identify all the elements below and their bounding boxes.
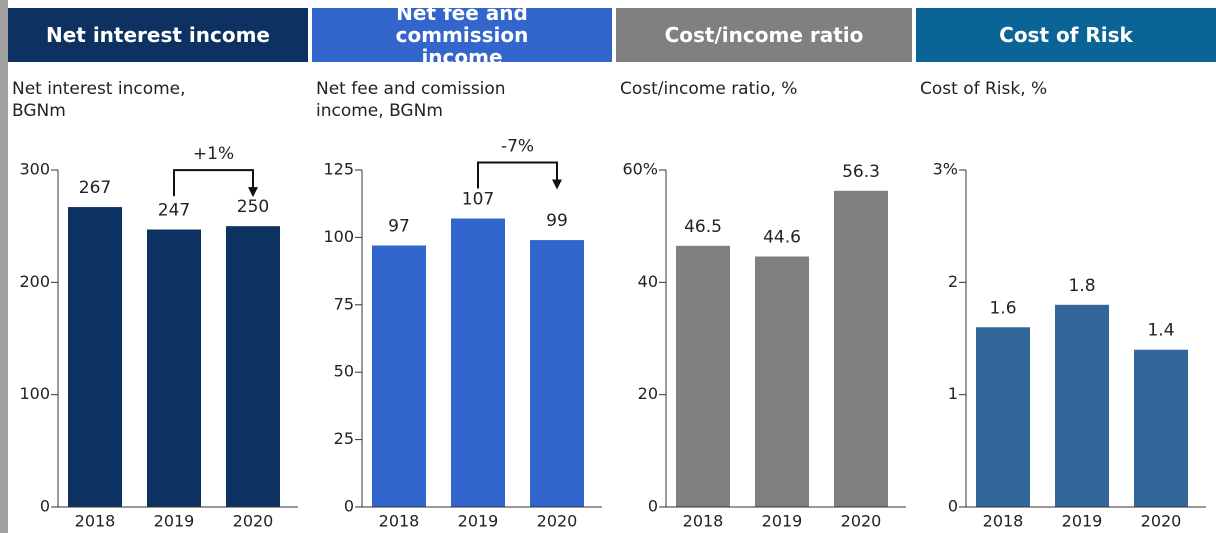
y-tick-label: 100 (323, 227, 354, 246)
y-tick-label: 1 (948, 384, 958, 403)
annotation-arrow (552, 179, 562, 190)
panel-header: Cost of Risk (916, 8, 1216, 62)
bar (451, 218, 505, 507)
x-tick-label: 2019 (762, 512, 803, 531)
y-tick-label: 300 (19, 160, 50, 179)
value-label: 56.3 (842, 162, 880, 182)
bar (68, 207, 122, 507)
annotation: +1% (193, 144, 234, 164)
value-label: 247 (158, 201, 190, 221)
bar (530, 240, 584, 507)
panel-subtitle: Net fee and comission income, BGNm (316, 79, 506, 121)
panel-header: Net interest income (8, 8, 308, 62)
panel-subtitle: Cost/income ratio, % (620, 79, 798, 99)
y-tick-label: 100 (19, 384, 50, 403)
x-tick-label: 2019 (154, 512, 195, 531)
annotation: -7% (501, 137, 534, 157)
x-tick-label: 2020 (537, 512, 578, 531)
x-tick-label: 2018 (379, 512, 420, 531)
y-tick-label: 40 (638, 272, 658, 291)
y-tick-label: 25 (334, 429, 354, 448)
y-tick-label: 50 (334, 362, 354, 381)
value-label: 97 (388, 216, 410, 236)
side-strip (0, 0, 8, 533)
bar (147, 229, 201, 507)
y-tick-label: 125 (323, 160, 354, 179)
annotation-bracket (477, 161, 558, 189)
y-tick-label: 75 (334, 294, 354, 313)
y-tick-label: 0 (40, 497, 50, 516)
y-tick-label: 3% (933, 160, 958, 179)
x-tick-label: 2019 (1062, 512, 1103, 531)
bar (976, 327, 1030, 507)
y-tick-label: 0 (648, 497, 658, 516)
bar (226, 226, 280, 507)
y-tick-label: 60% (622, 160, 658, 179)
x-tick-label: 2020 (1141, 512, 1182, 531)
value-label: 99 (546, 211, 568, 231)
value-label: 44.6 (763, 227, 801, 247)
x-tick-label: 2018 (683, 512, 724, 531)
bar (1055, 304, 1109, 507)
value-label: 1.6 (989, 298, 1016, 318)
x-tick-label: 2020 (233, 512, 274, 531)
annotation-bracket (173, 169, 254, 197)
x-tick-label: 2020 (841, 512, 882, 531)
value-label: 1.8 (1068, 276, 1095, 296)
value-label: 1.4 (1147, 321, 1174, 341)
panel-subtitle: Net interest income, BGNm (12, 79, 186, 121)
value-label: 267 (79, 178, 111, 198)
y-tick-label: 200 (19, 272, 50, 291)
bar (372, 245, 426, 507)
y-tick-label: 0 (344, 497, 354, 516)
y-tick-label: 20 (638, 384, 658, 403)
annotation-arrow (248, 187, 258, 198)
value-label: 107 (462, 190, 494, 210)
bar (755, 256, 809, 507)
y-tick-label: 2 (948, 272, 958, 291)
value-label: 46.5 (684, 217, 722, 237)
bar (834, 190, 888, 507)
value-label: 250 (237, 197, 269, 217)
panel-subtitle: Cost of Risk, % (920, 79, 1048, 99)
x-tick-label: 2019 (458, 512, 499, 531)
x-tick-label: 2018 (983, 512, 1024, 531)
x-tick-label: 2018 (75, 512, 116, 531)
panel-header: Cost/income ratio (616, 8, 912, 62)
panel-header: Net fee and commission income (312, 2, 612, 68)
bar (1134, 349, 1188, 507)
y-tick-label: 0 (948, 497, 958, 516)
bar (676, 245, 730, 507)
